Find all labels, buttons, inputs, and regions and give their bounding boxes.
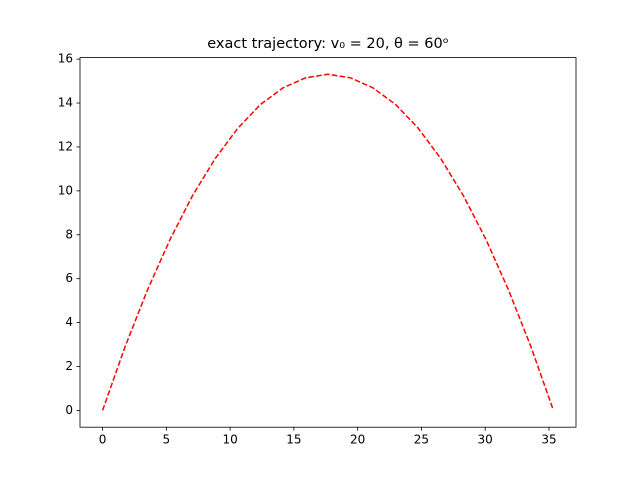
chart-title: exact trajectory: v₀ = 20, θ = 60ᵒ [207,36,449,52]
plot-frame [79,57,577,428]
line-series [101,73,555,411]
y-tick-label: 4 [65,315,73,329]
x-tick-label: 30 [478,433,493,447]
y-tick-label: 6 [65,271,73,285]
y-tick-label: 8 [65,227,73,241]
y-tick-label: 16 [58,52,73,66]
y-tick-label: 10 [58,183,73,197]
y-tick-label: 12 [58,139,73,153]
y-tick-label: 14 [58,96,73,110]
y-tick-label: 0 [65,403,73,417]
x-tick-label: 25 [414,433,429,447]
x-tick-label: 10 [222,433,237,447]
x-tick-label: 5 [163,433,171,447]
x-tick-label: 35 [541,433,556,447]
y-tick-label: 2 [65,359,73,373]
x-tick-label: 20 [350,433,365,447]
x-tick-label: 15 [286,433,301,447]
x-tick-label: 0 [99,433,107,447]
